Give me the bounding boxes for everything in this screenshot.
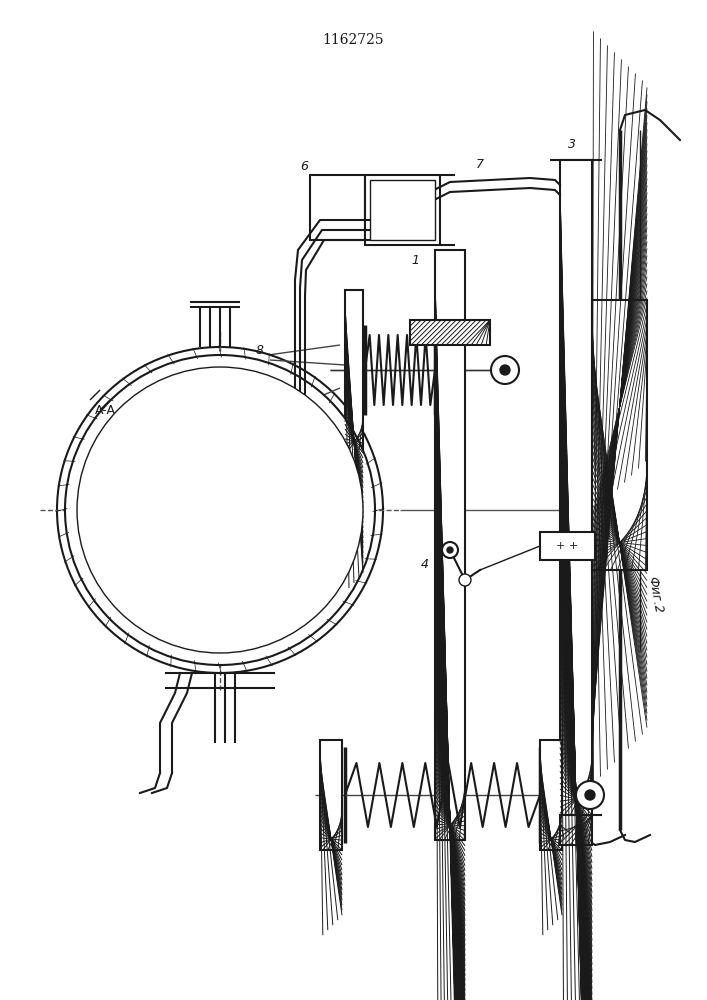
Text: 5: 5	[596, 566, 604, 578]
Bar	[310, 175, 365, 240]
Circle shape	[442, 542, 458, 558]
Text: + +: + +	[556, 541, 578, 551]
Text: 7: 7	[476, 157, 484, 170]
Text: 4: 4	[421, 558, 429, 572]
Circle shape	[77, 367, 363, 653]
Bar	[320, 740, 342, 850]
Bar	[560, 160, 592, 815]
Bar	[435, 250, 465, 840]
Bar	[365, 175, 440, 245]
Text: 8: 8	[256, 344, 264, 357]
Bar	[540, 532, 595, 560]
Circle shape	[57, 347, 383, 673]
Circle shape	[65, 355, 375, 665]
Circle shape	[585, 790, 595, 800]
Text: 8: 8	[246, 403, 254, 416]
Bar	[370, 180, 435, 240]
Text: 6: 6	[300, 160, 308, 174]
Text: 1: 1	[411, 253, 419, 266]
Circle shape	[459, 574, 471, 586]
Circle shape	[491, 356, 519, 384]
Bar	[592, 300, 647, 570]
Text: 3: 3	[568, 138, 576, 151]
Text: A-A: A-A	[95, 403, 115, 416]
Circle shape	[576, 781, 604, 809]
Circle shape	[447, 547, 453, 553]
Bar	[560, 815, 592, 845]
Bar	[345, 290, 363, 450]
Circle shape	[500, 365, 510, 375]
Text: 2: 2	[218, 400, 226, 414]
Bar	[540, 740, 562, 850]
Text: Фиг.2: Фиг.2	[645, 575, 665, 615]
Text: 1162725: 1162725	[322, 33, 384, 47]
Bar	[410, 320, 490, 345]
